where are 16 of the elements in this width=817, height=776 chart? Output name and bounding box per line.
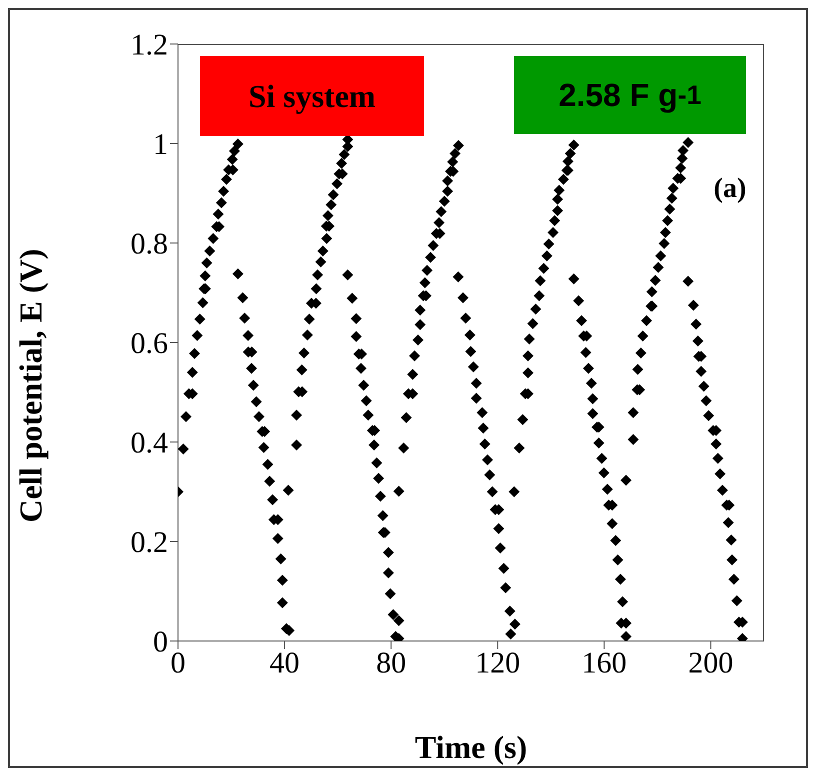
annotation: Si system: [200, 56, 424, 136]
annotation: (a): [712, 172, 748, 206]
y-tick-label: 1.2: [130, 28, 168, 62]
x-axis-title: Time (s): [414, 729, 528, 765]
x-tick-label: 200: [688, 646, 734, 680]
y-tick-label: 0.4: [130, 426, 168, 460]
y-axis-title: Cell potential, E (V): [12, 248, 48, 522]
x-tick-label: 40: [270, 646, 300, 680]
y-tick-label: 0.2: [130, 526, 168, 560]
y-tick-label: 0: [153, 626, 168, 659]
x-tick-label: 120: [475, 646, 520, 680]
y-tick-label: 0.6: [130, 327, 168, 360]
y-tick-label: 1: [153, 128, 168, 162]
x-tick-label: 160: [582, 646, 627, 680]
y-tick-label: 0.8: [130, 228, 168, 261]
x-tick-label: 80: [376, 646, 406, 680]
